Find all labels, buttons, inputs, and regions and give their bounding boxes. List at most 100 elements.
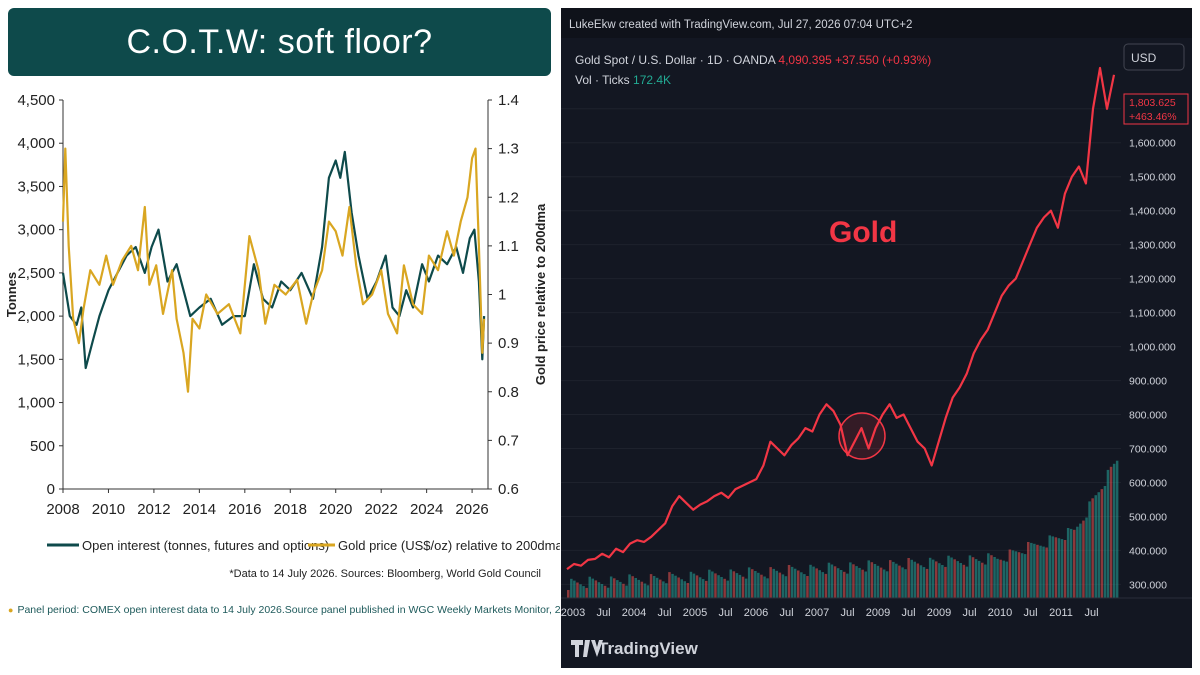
- volume-bar: [567, 590, 570, 598]
- volume-bar: [1030, 542, 1033, 598]
- volume-bar: [1036, 544, 1039, 598]
- volume-bar: [603, 585, 607, 598]
- time-tick-label: Jul: [718, 607, 732, 619]
- volume-bar: [701, 579, 705, 598]
- volume-bar: [898, 565, 901, 598]
- right-tick-label: 1: [498, 287, 506, 304]
- volume-bar: [867, 560, 870, 598]
- volume-bar: [1008, 549, 1012, 598]
- brand-label: TradingView: [598, 639, 699, 658]
- volume-bar: [821, 572, 824, 598]
- volume-bar: [738, 574, 742, 598]
- volume-bar: [1002, 560, 1005, 598]
- volume-bar: [901, 567, 904, 598]
- volume-bar: [698, 577, 702, 598]
- volume-bar: [833, 566, 837, 598]
- volume-bar: [818, 570, 821, 598]
- time-tick-label: Jul: [1023, 607, 1037, 619]
- volume-bar: [1011, 550, 1015, 598]
- volume-bar: [935, 561, 938, 598]
- price-tick-label: 600.000: [1129, 477, 1167, 489]
- volume-bar: [836, 568, 840, 598]
- time-tick-label: Jul: [1084, 607, 1098, 619]
- volume-bar: [1023, 554, 1027, 598]
- time-tick-label: Jul: [779, 607, 793, 619]
- title-banner: C.O.T.W: soft floor?: [8, 8, 551, 76]
- volume-bar: [793, 568, 797, 598]
- volume-bar: [977, 560, 981, 598]
- left-panel: C.O.T.W: soft floor? 0 500 1,000 1,500 2,000…: [0, 0, 617, 675]
- volume-bar: [631, 576, 634, 598]
- price-tick-label: 900.000: [1129, 376, 1167, 388]
- volume-bar: [1094, 495, 1097, 598]
- volume-bar: [1085, 517, 1088, 598]
- last-price-change: +463.46%: [1129, 111, 1177, 123]
- price-tick-label: 300.000: [1129, 579, 1167, 591]
- volume-bar: [993, 557, 996, 598]
- x-tick-label: 2016: [228, 501, 261, 518]
- volume-bar: [695, 575, 699, 598]
- volume-bar: [892, 561, 895, 598]
- last-price-value: 1,803.625: [1129, 97, 1176, 109]
- panel-note-text: Panel period: COMEX open interest data t…: [17, 604, 618, 616]
- volume-bar: [643, 583, 647, 598]
- x-tick-label: 2010: [92, 501, 125, 518]
- volume-bar: [760, 574, 763, 598]
- right-axis-title: Gold price relative to 200dma: [533, 203, 548, 385]
- volume-bar: [1005, 561, 1008, 598]
- volume-value: 172.4K: [633, 73, 671, 87]
- volume-bar: [769, 567, 772, 598]
- volume-bar: [649, 574, 653, 598]
- volume-bar: [944, 566, 947, 598]
- volume-bar: [1076, 526, 1079, 598]
- volume-bar: [732, 571, 736, 598]
- volume-bar: [582, 586, 585, 598]
- volume-bar: [790, 566, 794, 598]
- volume-bar: [1014, 551, 1018, 598]
- volume-bar: [1045, 547, 1048, 598]
- left-tick-label: 1,000: [17, 395, 55, 412]
- volume-bar: [846, 573, 849, 598]
- volume-bar: [576, 582, 579, 598]
- volume-bar: [781, 574, 785, 598]
- volume-bar: [711, 571, 714, 598]
- volume-bar: [1057, 538, 1061, 598]
- volume-bar: [1039, 545, 1042, 598]
- volume-bar: [889, 560, 892, 598]
- legend-label-gold-ratio: Gold price (US$/oz) relative to 200dma: [338, 538, 560, 553]
- symbol-name: Gold Spot / U.S. Dollar · 1D · OANDA: [575, 53, 778, 67]
- right-tick-label: 0.7: [498, 432, 519, 449]
- volume-bar: [1060, 539, 1064, 598]
- time-tick-label: 2003: [561, 607, 585, 619]
- volume-bar: [1066, 528, 1070, 598]
- volume-bar: [613, 578, 616, 598]
- volume-bar: [741, 576, 745, 598]
- right-tick-label: 1.1: [498, 238, 519, 255]
- volume-bar: [931, 559, 935, 598]
- volume-bar: [999, 559, 1002, 598]
- tradingview-panel: LukeEkw created with TradingView.com, Ju…: [561, 8, 1192, 668]
- x-tick-label: 2012: [137, 501, 170, 518]
- volume-bar: [1097, 492, 1100, 598]
- volume-bar: [616, 580, 619, 598]
- volume-bar: [907, 558, 910, 598]
- highlight-circle: [838, 412, 886, 460]
- volume-bar: [941, 565, 944, 598]
- volume-bar: [824, 573, 828, 598]
- volume-bar: [1073, 529, 1076, 598]
- volume-bar: [720, 577, 723, 598]
- volume-bar: [968, 555, 972, 598]
- volume-bar: [1106, 469, 1110, 598]
- volume-bar: [922, 567, 926, 598]
- currency-button[interactable]: [1123, 43, 1185, 71]
- volume-bar: [987, 553, 990, 598]
- volume-bar: [600, 584, 604, 598]
- symbol-info: Gold Spot / U.S. Dollar · 1D · OANDA 4,0…: [575, 53, 931, 67]
- volume-bar: [953, 559, 956, 598]
- annotation-label: Gold: [829, 216, 897, 249]
- volume-bar: [1027, 542, 1030, 598]
- volume-bar: [652, 576, 656, 598]
- symbol-price: 4,090.395: [778, 53, 835, 67]
- price-tick-label: 400.000: [1129, 545, 1167, 557]
- volume-bar: [640, 581, 644, 598]
